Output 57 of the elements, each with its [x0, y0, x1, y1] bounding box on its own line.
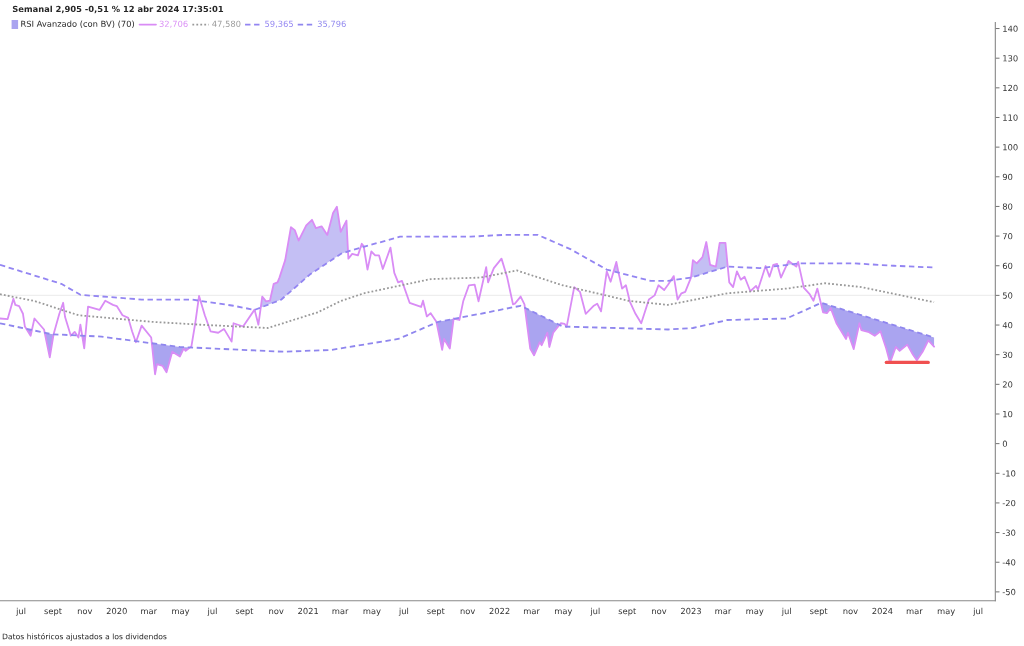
x-tick-label: sept: [618, 608, 637, 616]
x-tick-label: may: [937, 609, 955, 616]
x-tick-label: sept: [235, 608, 254, 616]
x-tick-label: sept: [810, 608, 828, 616]
x-tick-label: nov: [460, 609, 476, 615]
x-tick-label: 2023: [680, 607, 701, 615]
legend-label: 59,365: [265, 20, 293, 28]
x-tick-label: sept: [44, 608, 62, 616]
x-tick-label: may: [555, 609, 573, 616]
y-tick-label: 110: [1003, 114, 1018, 121]
legend-label: 35,796: [317, 20, 346, 28]
x-tick-label: may: [363, 609, 381, 616]
y-tick-label: 90: [1002, 173, 1013, 181]
y-tick-label: 40: [1002, 322, 1013, 329]
x-tick-label: 2024: [872, 607, 893, 615]
y-tick-label: 70: [1002, 233, 1013, 240]
y-tick-label: -20: [1002, 499, 1016, 507]
y-tick-label: 60: [1002, 262, 1013, 270]
y-tick-label: -30: [1002, 529, 1016, 536]
x-tick-label: jul: [590, 607, 600, 616]
x-tick-label: jul: [15, 607, 26, 616]
x-tick-label: 2020: [106, 607, 127, 615]
x-tick-label: mar: [715, 609, 732, 615]
y-tick-label: -50: [1002, 588, 1016, 596]
y-tick-label: 20: [1002, 381, 1013, 388]
x-tick-label: mar: [906, 609, 923, 615]
x-tick-label: nov: [269, 609, 284, 615]
y-tick-label: 30: [1002, 351, 1013, 358]
x-tick-label: may: [172, 609, 190, 616]
x-tick-label: jul: [207, 607, 217, 616]
x-tick-label: mar: [332, 609, 349, 615]
y-tick-label: 100: [1003, 144, 1018, 151]
x-tick-label: jul: [398, 607, 409, 616]
legend-label: 32,706: [159, 20, 188, 28]
y-tick-label: -10: [1002, 470, 1016, 477]
y-tick-label: 0: [1002, 440, 1008, 447]
chart-title: Semanal 2,905 -0,51 % 12 abr 2024 17:35:01: [12, 5, 224, 14]
legend-title: RSI Avanzado (con BV) (70): [21, 20, 135, 28]
y-tick-label: 120: [1003, 84, 1018, 92]
y-tick-label: 50: [1002, 292, 1013, 299]
y-tick-label: 130: [1003, 55, 1018, 62]
x-tick-label: jul: [781, 607, 791, 616]
y-tick-label: 80: [1002, 203, 1013, 210]
x-tick-label: nov: [652, 609, 667, 615]
y-tick-label: -40: [1002, 559, 1016, 566]
x-tick-label: mar: [523, 609, 540, 615]
x-tick-label: 2021: [298, 607, 318, 615]
x-tick-label: nov: [843, 609, 858, 615]
x-tick-label: may: [746, 609, 764, 616]
x-tick-label: nov: [77, 609, 93, 615]
x-tick-label: sept: [427, 608, 445, 616]
x-tick-label: mar: [141, 609, 158, 615]
y-tick-label: 140: [1003, 25, 1018, 32]
x-tick-label: jul: [972, 607, 983, 616]
y-tick-label: 10: [1003, 410, 1013, 418]
legend-label: 47,580: [212, 20, 241, 28]
x-tick-label: 2022: [489, 607, 510, 615]
